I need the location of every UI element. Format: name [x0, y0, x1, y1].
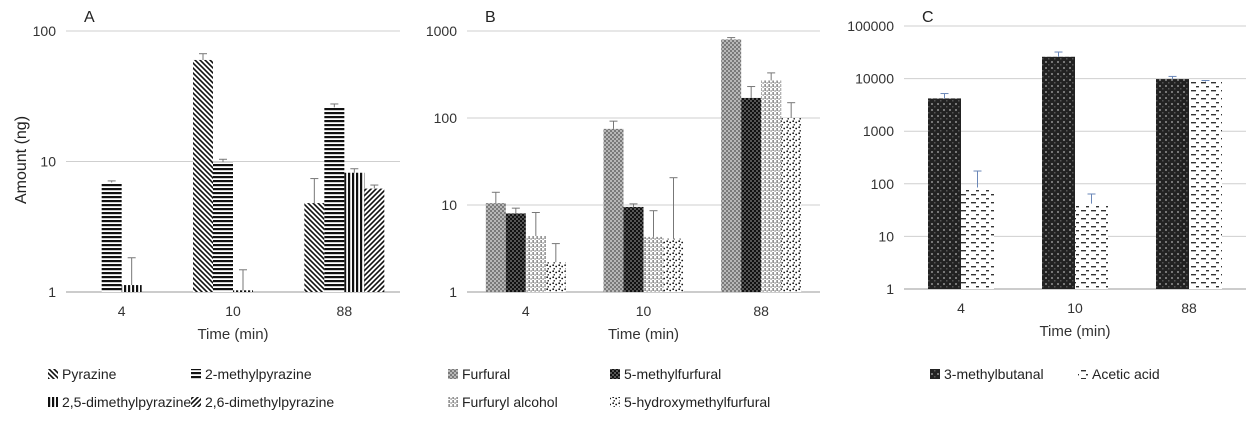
legend-label: 2-methylpyrazine — [205, 366, 312, 382]
bar-2-5-dimethylpyrazine-88 — [344, 172, 365, 292]
y-axis-label: Amount (ng) — [13, 116, 30, 204]
legend-label: 5-methylfurfural — [624, 366, 721, 382]
bar-furfural-88 — [721, 39, 742, 293]
y-tick-label: 100 — [33, 23, 57, 39]
legend-swatch — [191, 369, 201, 379]
legend-label: Acetic acid — [1092, 366, 1160, 382]
legend-label: 5-hydroxymethylfurfural — [624, 394, 770, 410]
x-tick-label: 4 — [522, 303, 530, 319]
bar-2-5-dimethylpyrazine-4 — [121, 285, 142, 292]
bar-5-methylfurfural-10 — [623, 206, 644, 292]
legend-swatch — [48, 369, 58, 379]
bar-3-methylbutanal-4 — [928, 98, 961, 289]
legend-swatch — [930, 369, 940, 379]
legend-label: Furfural — [462, 366, 510, 382]
x-tick-label: 88 — [337, 303, 353, 319]
legend-swatch — [448, 397, 458, 407]
x-tick-label: 10 — [1067, 300, 1083, 316]
bar-furfural-4 — [485, 203, 506, 292]
y-tick-label: 1 — [449, 284, 457, 300]
panel-letter: C — [922, 9, 934, 26]
bar-pyrazine-10 — [193, 59, 213, 292]
bar-3-methylbutanal-10 — [1042, 56, 1075, 289]
legend-label: Furfuryl alcohol — [462, 394, 558, 410]
y-tick-label: 10000 — [855, 71, 894, 87]
x-tick-label: 88 — [1181, 300, 1197, 316]
bar-pyrazine-88 — [304, 203, 325, 292]
panel-a: A 1 10 100 4 10 88 Time (min) Pyrazine 2-methylpy… — [33, 9, 400, 410]
panel-letter: B — [485, 9, 496, 26]
x-tick-label: 10 — [225, 303, 241, 319]
bar-2-5-dimethylpyrazine-10 — [233, 290, 253, 292]
legend-label: Pyrazine — [62, 366, 117, 382]
y-tick-label: 10 — [40, 154, 56, 170]
y-tick-label: 10 — [878, 228, 894, 244]
bar-5-hydroxymethylfurfural-88 — [781, 118, 802, 292]
legend-label: 2,6-dimethylpyrazine — [205, 394, 334, 410]
bar-acetic-acid-4 — [961, 187, 994, 289]
bar-furfuryl-alcohol-10 — [643, 236, 664, 292]
panel-b: B 1 10 100 1000 4 10 88 Time (min) Furfural 5-meth… — [426, 9, 820, 410]
bar-3-methylbutanal-88 — [1156, 79, 1189, 289]
panel-c: C 1 10 100 1000 10000 100000 4 10 88 Time (min) 3-m… — [847, 9, 1246, 382]
legend-swatch — [48, 397, 58, 407]
panel-letter: A — [84, 9, 95, 26]
bar-furfural-10 — [603, 128, 624, 292]
x-tick-label: 4 — [957, 300, 965, 316]
x-tick-label: 88 — [753, 303, 769, 319]
bar-acetic-acid-10 — [1075, 203, 1108, 289]
legend-label: 3-methylbutanal — [944, 366, 1044, 382]
y-tick-label: 1000 — [426, 23, 457, 39]
y-tick-label: 100 — [871, 176, 895, 192]
legend-swatch — [191, 397, 201, 407]
x-tick-label: 4 — [118, 303, 126, 319]
x-axis-label: Time (min) — [608, 326, 679, 343]
bar-2-methylpyrazine-10 — [213, 162, 233, 292]
bar-acetic-acid-88 — [1189, 81, 1222, 290]
x-axis-label: Time (min) — [197, 326, 268, 343]
legend-swatch — [1078, 369, 1088, 379]
y-tick-label: 100 — [434, 110, 458, 126]
bar-5-hydroxymethylfurfural-4 — [545, 262, 566, 292]
y-tick-label: 1 — [48, 284, 56, 300]
x-axis-label: Time (min) — [1039, 323, 1110, 340]
bar-2-6-dimethylpyrazine-88 — [364, 188, 385, 292]
legend-label: 2,5-dimethylpyrazine — [62, 394, 191, 410]
y-tick-label: 1 — [886, 281, 894, 297]
y-tick-label: 100000 — [847, 18, 894, 34]
legend-swatch — [610, 369, 620, 379]
y-tick-label: 10 — [441, 197, 457, 213]
bar-5-hydroxymethylfurfural-10 — [663, 238, 684, 292]
bar-2-methylpyrazine-4 — [101, 182, 122, 292]
bar-furfuryl-alcohol-88 — [761, 80, 782, 293]
legend-swatch — [448, 369, 458, 379]
y-tick-label: 1000 — [863, 123, 894, 139]
bar-2-methylpyrazine-88 — [324, 107, 345, 292]
bar-5-methylfurfural-4 — [505, 213, 526, 292]
x-tick-label: 10 — [636, 303, 652, 319]
legend-swatch — [610, 397, 620, 407]
bar-5-methylfurfural-88 — [741, 97, 762, 292]
bar-furfuryl-alcohol-4 — [525, 236, 546, 292]
